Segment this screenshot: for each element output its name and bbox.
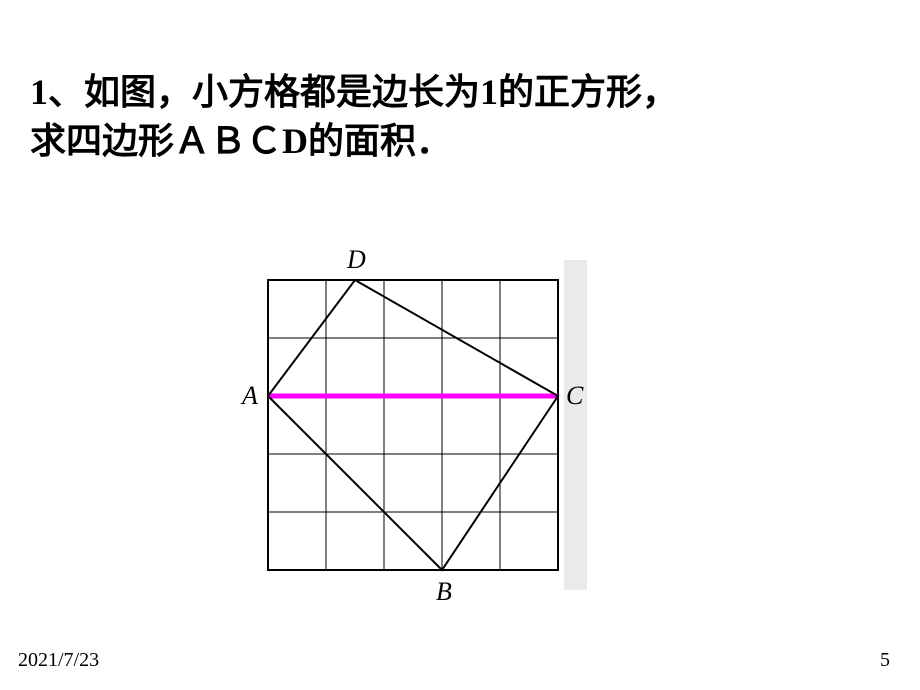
question-text: 1、如图，小方格都是边长为1的正方形， 求四边形ＡＢＣD的面积． — [30, 68, 900, 165]
grid-svg: D A C B — [228, 240, 638, 620]
grid-bg — [268, 280, 558, 570]
vertex-label-b: B — [436, 577, 452, 606]
grid-diagram: D A C B — [228, 240, 638, 625]
footer-page-number: 5 — [880, 649, 890, 672]
question-line2: 求四边形ＡＢＣD的面积． — [30, 121, 452, 161]
question-line1: 1、如图，小方格都是边长为1的正方形， — [30, 72, 678, 112]
right-band-artifact — [564, 260, 587, 590]
vertex-label-c: C — [566, 381, 584, 410]
footer-date: 2021/7/23 — [18, 649, 99, 672]
vertex-label-d: D — [346, 245, 366, 274]
vertex-label-a: A — [240, 381, 258, 410]
